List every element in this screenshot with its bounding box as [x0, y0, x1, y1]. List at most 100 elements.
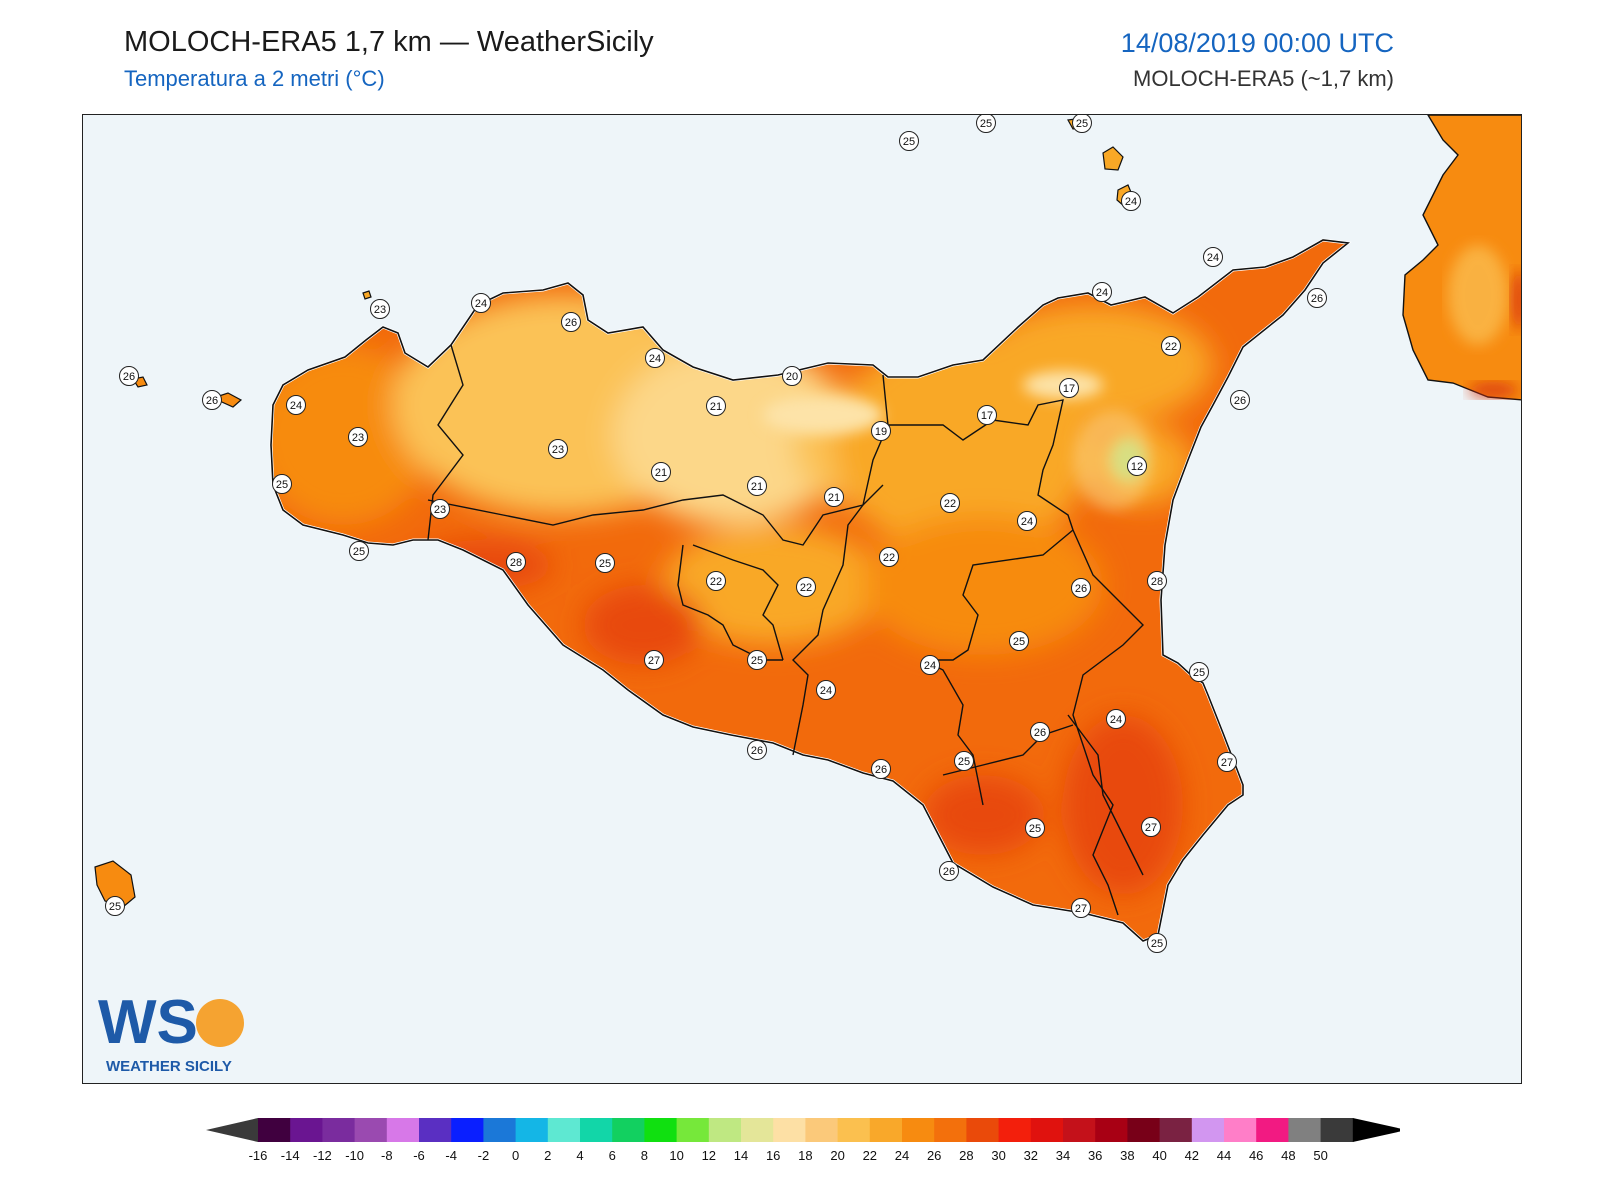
- station-marker-circle: [706, 396, 726, 416]
- colorbar-cell: [419, 1118, 452, 1142]
- station-marker-circle: [871, 421, 891, 441]
- colorbar-cell: [612, 1118, 645, 1142]
- station-marker: 22: [706, 571, 726, 591]
- model-name: MOLOCH-ERA5 (~1,7 km): [1133, 66, 1394, 91]
- station-marker: 12: [1127, 456, 1147, 476]
- station-marker-circle: [1161, 336, 1181, 356]
- colorbar-cell: [322, 1118, 356, 1142]
- station-marker: 23: [430, 499, 450, 519]
- valid-time: 14/08/2019 00:00 UTC: [1120, 28, 1394, 58]
- station-marker: 21: [747, 476, 767, 496]
- station-marker-circle: [272, 474, 292, 494]
- station-marker-circle: [1059, 378, 1079, 398]
- station-marker: 20: [782, 366, 802, 386]
- colorbar-tick-label: 36: [1088, 1148, 1102, 1163]
- logo-letters: WS: [98, 988, 198, 1057]
- colorbar-tick-label: 26: [927, 1148, 941, 1163]
- colorbar-tick-label: 40: [1152, 1148, 1166, 1163]
- colorbar-cell: [676, 1118, 710, 1142]
- colorbar-tick-label: 32: [1024, 1148, 1038, 1163]
- station-marker-circle: [1071, 898, 1091, 918]
- colorbar-tick-label: 6: [609, 1148, 616, 1163]
- station-marker: 24: [1017, 511, 1037, 531]
- station-marker-circle: [105, 896, 125, 916]
- colorbar-tick-label: 2: [544, 1148, 551, 1163]
- station-marker: 24: [471, 293, 491, 313]
- station-value: 25: [109, 901, 121, 913]
- station-value: 25: [353, 546, 365, 558]
- station-value: 23: [352, 432, 364, 444]
- station-marker: 25: [1147, 933, 1167, 953]
- station-marker: 27: [1071, 898, 1091, 918]
- station-marker-circle: [954, 751, 974, 771]
- station-marker-circle: [824, 487, 844, 507]
- station-marker-circle: [1203, 247, 1223, 267]
- station-marker-circle: [370, 299, 390, 319]
- station-marker-circle: [940, 493, 960, 513]
- station-value: 24: [1125, 196, 1137, 208]
- colorbar-cell: [1063, 1118, 1096, 1142]
- station-marker-circle: [747, 650, 767, 670]
- station-marker-circle: [816, 680, 836, 700]
- colorbar-tick-label: 46: [1249, 1148, 1263, 1163]
- station-marker-circle: [1030, 722, 1050, 742]
- station-value: 26: [943, 866, 955, 878]
- station-value: 12: [1131, 461, 1143, 473]
- station-value: 23: [552, 444, 564, 456]
- station-marker-circle: [939, 861, 959, 881]
- station-marker: 24: [1092, 282, 1112, 302]
- station-value: 26: [206, 395, 218, 407]
- station-marker: 24: [1203, 247, 1223, 267]
- station-value: 25: [751, 655, 763, 667]
- colorbar-tick-label: 24: [895, 1148, 909, 1163]
- station-marker-circle: [796, 577, 816, 597]
- colorbar-tick-label: -6: [413, 1148, 425, 1163]
- colorbar-cell: [1256, 1118, 1289, 1142]
- colorbar-tick-label: -14: [281, 1148, 300, 1163]
- colorbar-tick-label: 4: [576, 1148, 583, 1163]
- colorbar-cell: [708, 1118, 742, 1142]
- station-marker: 21: [824, 487, 844, 507]
- station-marker: 19: [871, 421, 891, 441]
- sun-icon: [196, 999, 244, 1047]
- colorbar-tick-label: -8: [381, 1148, 393, 1163]
- colorbar-tick-label: -12: [313, 1148, 332, 1163]
- station-value: 24: [1096, 287, 1108, 299]
- station-value: 24: [290, 400, 302, 412]
- colorbar-cell: [837, 1118, 871, 1142]
- colorbar-cell: [1159, 1118, 1193, 1142]
- station-value: 27: [1075, 903, 1087, 915]
- ustica-island: [362, 290, 372, 300]
- station-marker: 26: [202, 390, 222, 410]
- colorbar-cell: [644, 1118, 678, 1142]
- station-marker: 17: [1059, 378, 1079, 398]
- station-value: 26: [1034, 727, 1046, 739]
- station-marker-circle: [1147, 933, 1167, 953]
- station-marker: 26: [747, 740, 767, 760]
- station-value: 24: [649, 353, 661, 365]
- station-marker-circle: [286, 395, 306, 415]
- station-value: 25: [1193, 667, 1205, 679]
- station-marker-circle: [595, 553, 615, 573]
- station-value: 22: [710, 576, 722, 588]
- map-subtitle: Temperatura a 2 metri (°C): [124, 66, 385, 91]
- station-marker-circle: [1141, 817, 1161, 837]
- colorbar-tick-label: 8: [641, 1148, 648, 1163]
- station-markers: 25 25 25 24 24 24 26 22 26 23 24 26 24 20 17 17 26 26 24 21…: [105, 115, 1327, 953]
- station-marker: 26: [1030, 722, 1050, 742]
- station-marker: 25: [1009, 631, 1029, 651]
- temperature-map: 25 25 25 24 24 24 26 22 26 23 24 26 24 20 17 17 26 26 24 21…: [83, 115, 1521, 1083]
- station-value: 19: [875, 426, 887, 438]
- station-marker-circle: [1307, 288, 1327, 308]
- station-marker: 24: [1121, 191, 1141, 211]
- colorbar-cell: [1030, 1118, 1064, 1142]
- colorbar-cell: [483, 1118, 517, 1142]
- colorbar-tick-label: -4: [445, 1148, 457, 1163]
- colorbar-cell: [386, 1118, 420, 1142]
- station-marker: 17: [977, 405, 997, 425]
- station-marker: 27: [644, 650, 664, 670]
- colorbar-cell: [451, 1118, 484, 1142]
- station-marker: 25: [105, 896, 125, 916]
- colorbar-tick-label: 20: [830, 1148, 844, 1163]
- station-marker-circle: [747, 476, 767, 496]
